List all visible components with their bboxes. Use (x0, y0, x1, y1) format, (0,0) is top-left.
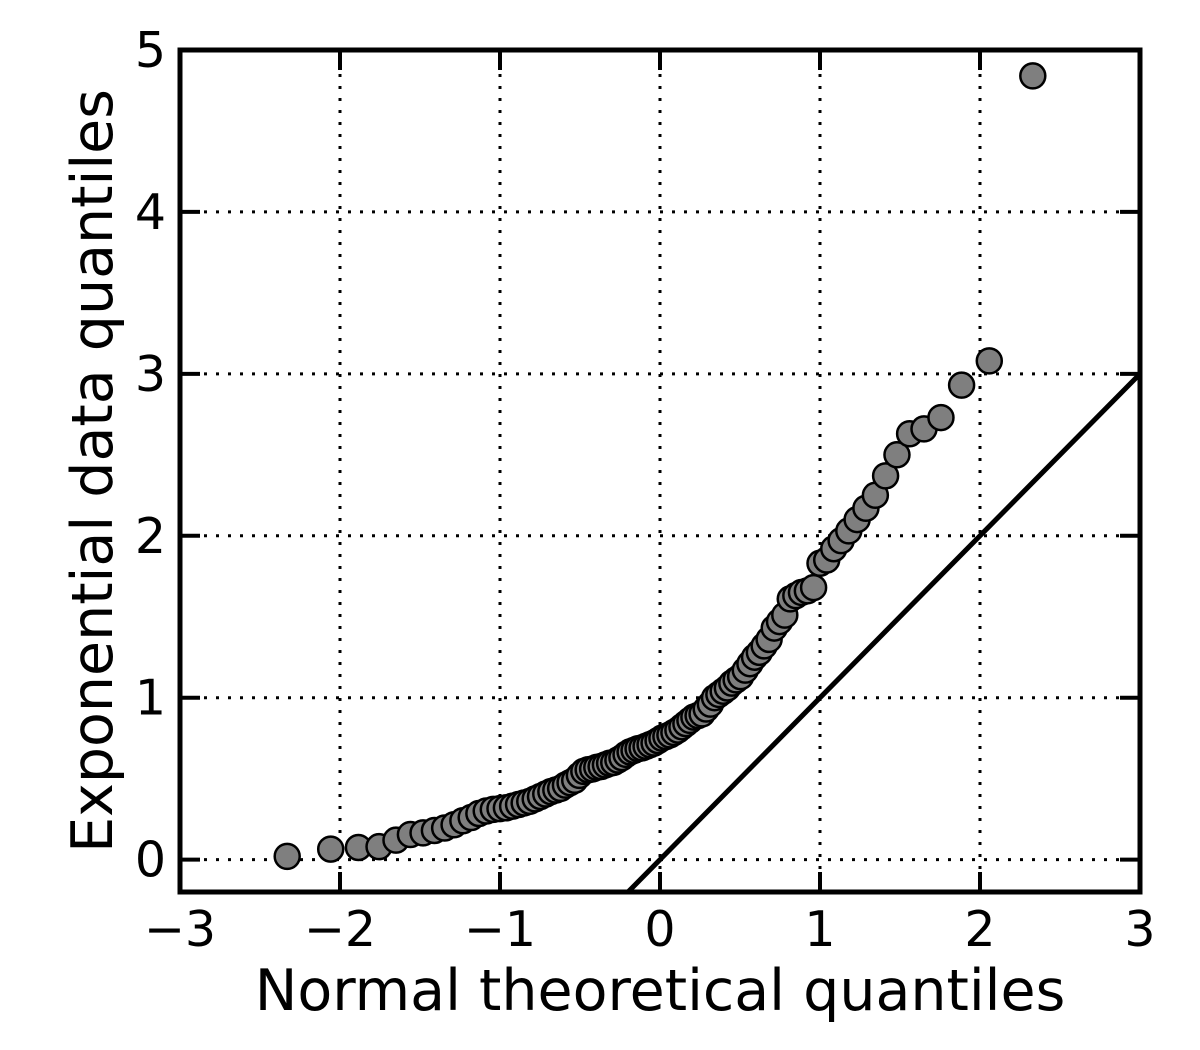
y-axis-label: Exponential data quantiles (60, 89, 126, 853)
data-point (947, 371, 976, 399)
data-point (1019, 62, 1047, 90)
y-tick-label: 3 (135, 346, 166, 403)
qq-scatter-points (273, 62, 1047, 871)
data-point (975, 347, 1004, 375)
x-tick-label: 0 (644, 901, 675, 958)
x-tick-label: −1 (464, 901, 536, 958)
grid-lines (180, 50, 1140, 892)
y-tick-label: 1 (135, 670, 166, 727)
y-tick-label: 2 (135, 508, 166, 565)
x-axis-label: Normal theoretical quantiles (255, 958, 1066, 1024)
x-tick-labels: −3 −2 −1 0 1 2 3 (144, 901, 1156, 958)
data-point (883, 441, 911, 469)
y-tick-label: 4 (135, 184, 166, 241)
data-point (799, 573, 828, 602)
axis-tick-marks (178, 48, 1142, 892)
data-point (316, 835, 345, 863)
x-tick-label: 1 (804, 901, 835, 958)
y-tick-labels: 0 1 2 3 4 5 (135, 22, 166, 889)
x-tick-label: 2 (964, 901, 995, 958)
data-point (871, 462, 900, 490)
x-tick-label: −2 (304, 901, 376, 958)
data-point (927, 403, 955, 432)
x-tick-label: −3 (144, 901, 216, 958)
y-tick-label: 5 (135, 22, 166, 79)
reference-line (626, 372, 1140, 892)
data-point (273, 842, 301, 871)
y-tick-label: 0 (135, 832, 166, 889)
x-tick-label: 3 (1124, 901, 1155, 958)
